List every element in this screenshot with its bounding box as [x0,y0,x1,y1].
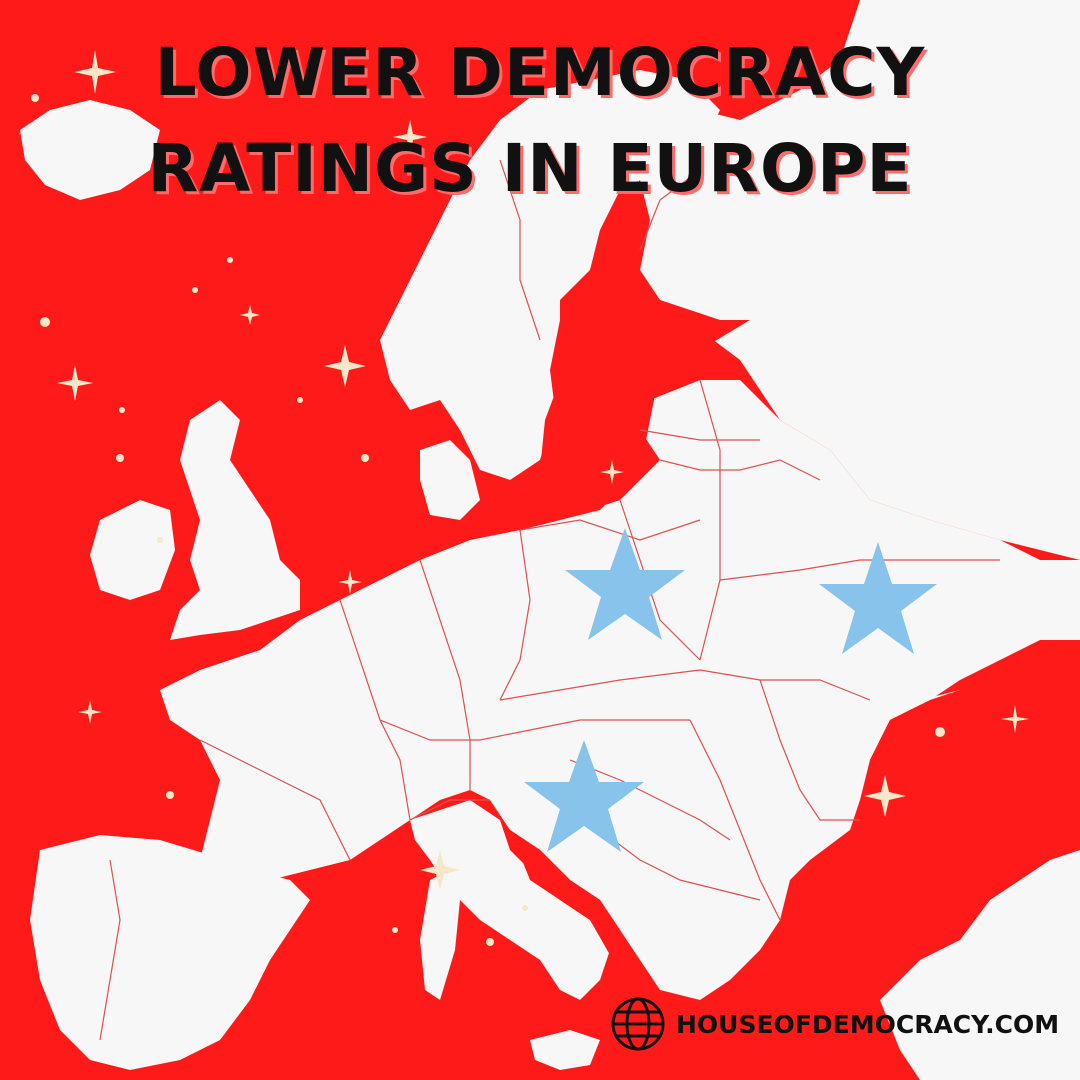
land-italy [410,800,610,1000]
sparkle-icon [393,120,427,154]
sparkle-icon [240,305,260,325]
globe-icon [611,997,665,1051]
sea-black [860,660,1080,900]
land-continental-europe [160,380,1080,1000]
sparkle-icon [57,365,93,401]
sparkle-icon [864,775,906,817]
sea-aegean [760,910,840,1010]
sparkle-icon [600,460,624,484]
land-scandinavia [380,70,720,480]
sparkle-icon [74,50,116,94]
sparkle-icon [420,850,460,890]
star-marker-croatia [524,740,644,852]
country-borders [99,159,1000,1041]
land-sardinia [420,870,460,1000]
highlight-markers [524,528,937,852]
land-sicily [530,1030,600,1070]
land-northeast [650,0,1080,560]
star-marker-ukraine [819,542,937,654]
sparkle-icon [324,345,366,387]
land-denmark [420,440,480,520]
website-url: HOUSEOFDEMOCRACY.COM [676,1009,1060,1039]
land-iceland [20,100,160,200]
land-iberia [30,835,310,1070]
website-credit: HOUSEOFDEMOCRACY.COM [610,995,1059,1053]
land-anatolia [880,850,1080,1080]
star-marker-poland [565,528,685,640]
sparkle-decorations [31,50,1029,946]
sea-adriatic [510,830,630,960]
sea-baltic [510,180,750,530]
sparkle-icon [338,570,362,594]
title-line-2: RATINGS IN EUROPE [147,130,913,207]
sparkle-icon [78,700,102,724]
title-line-1: LOWER DEMOCRACY [154,34,926,111]
land-great-britain [170,400,300,640]
land-ireland [90,500,175,600]
sparkle-icon [1001,705,1029,733]
